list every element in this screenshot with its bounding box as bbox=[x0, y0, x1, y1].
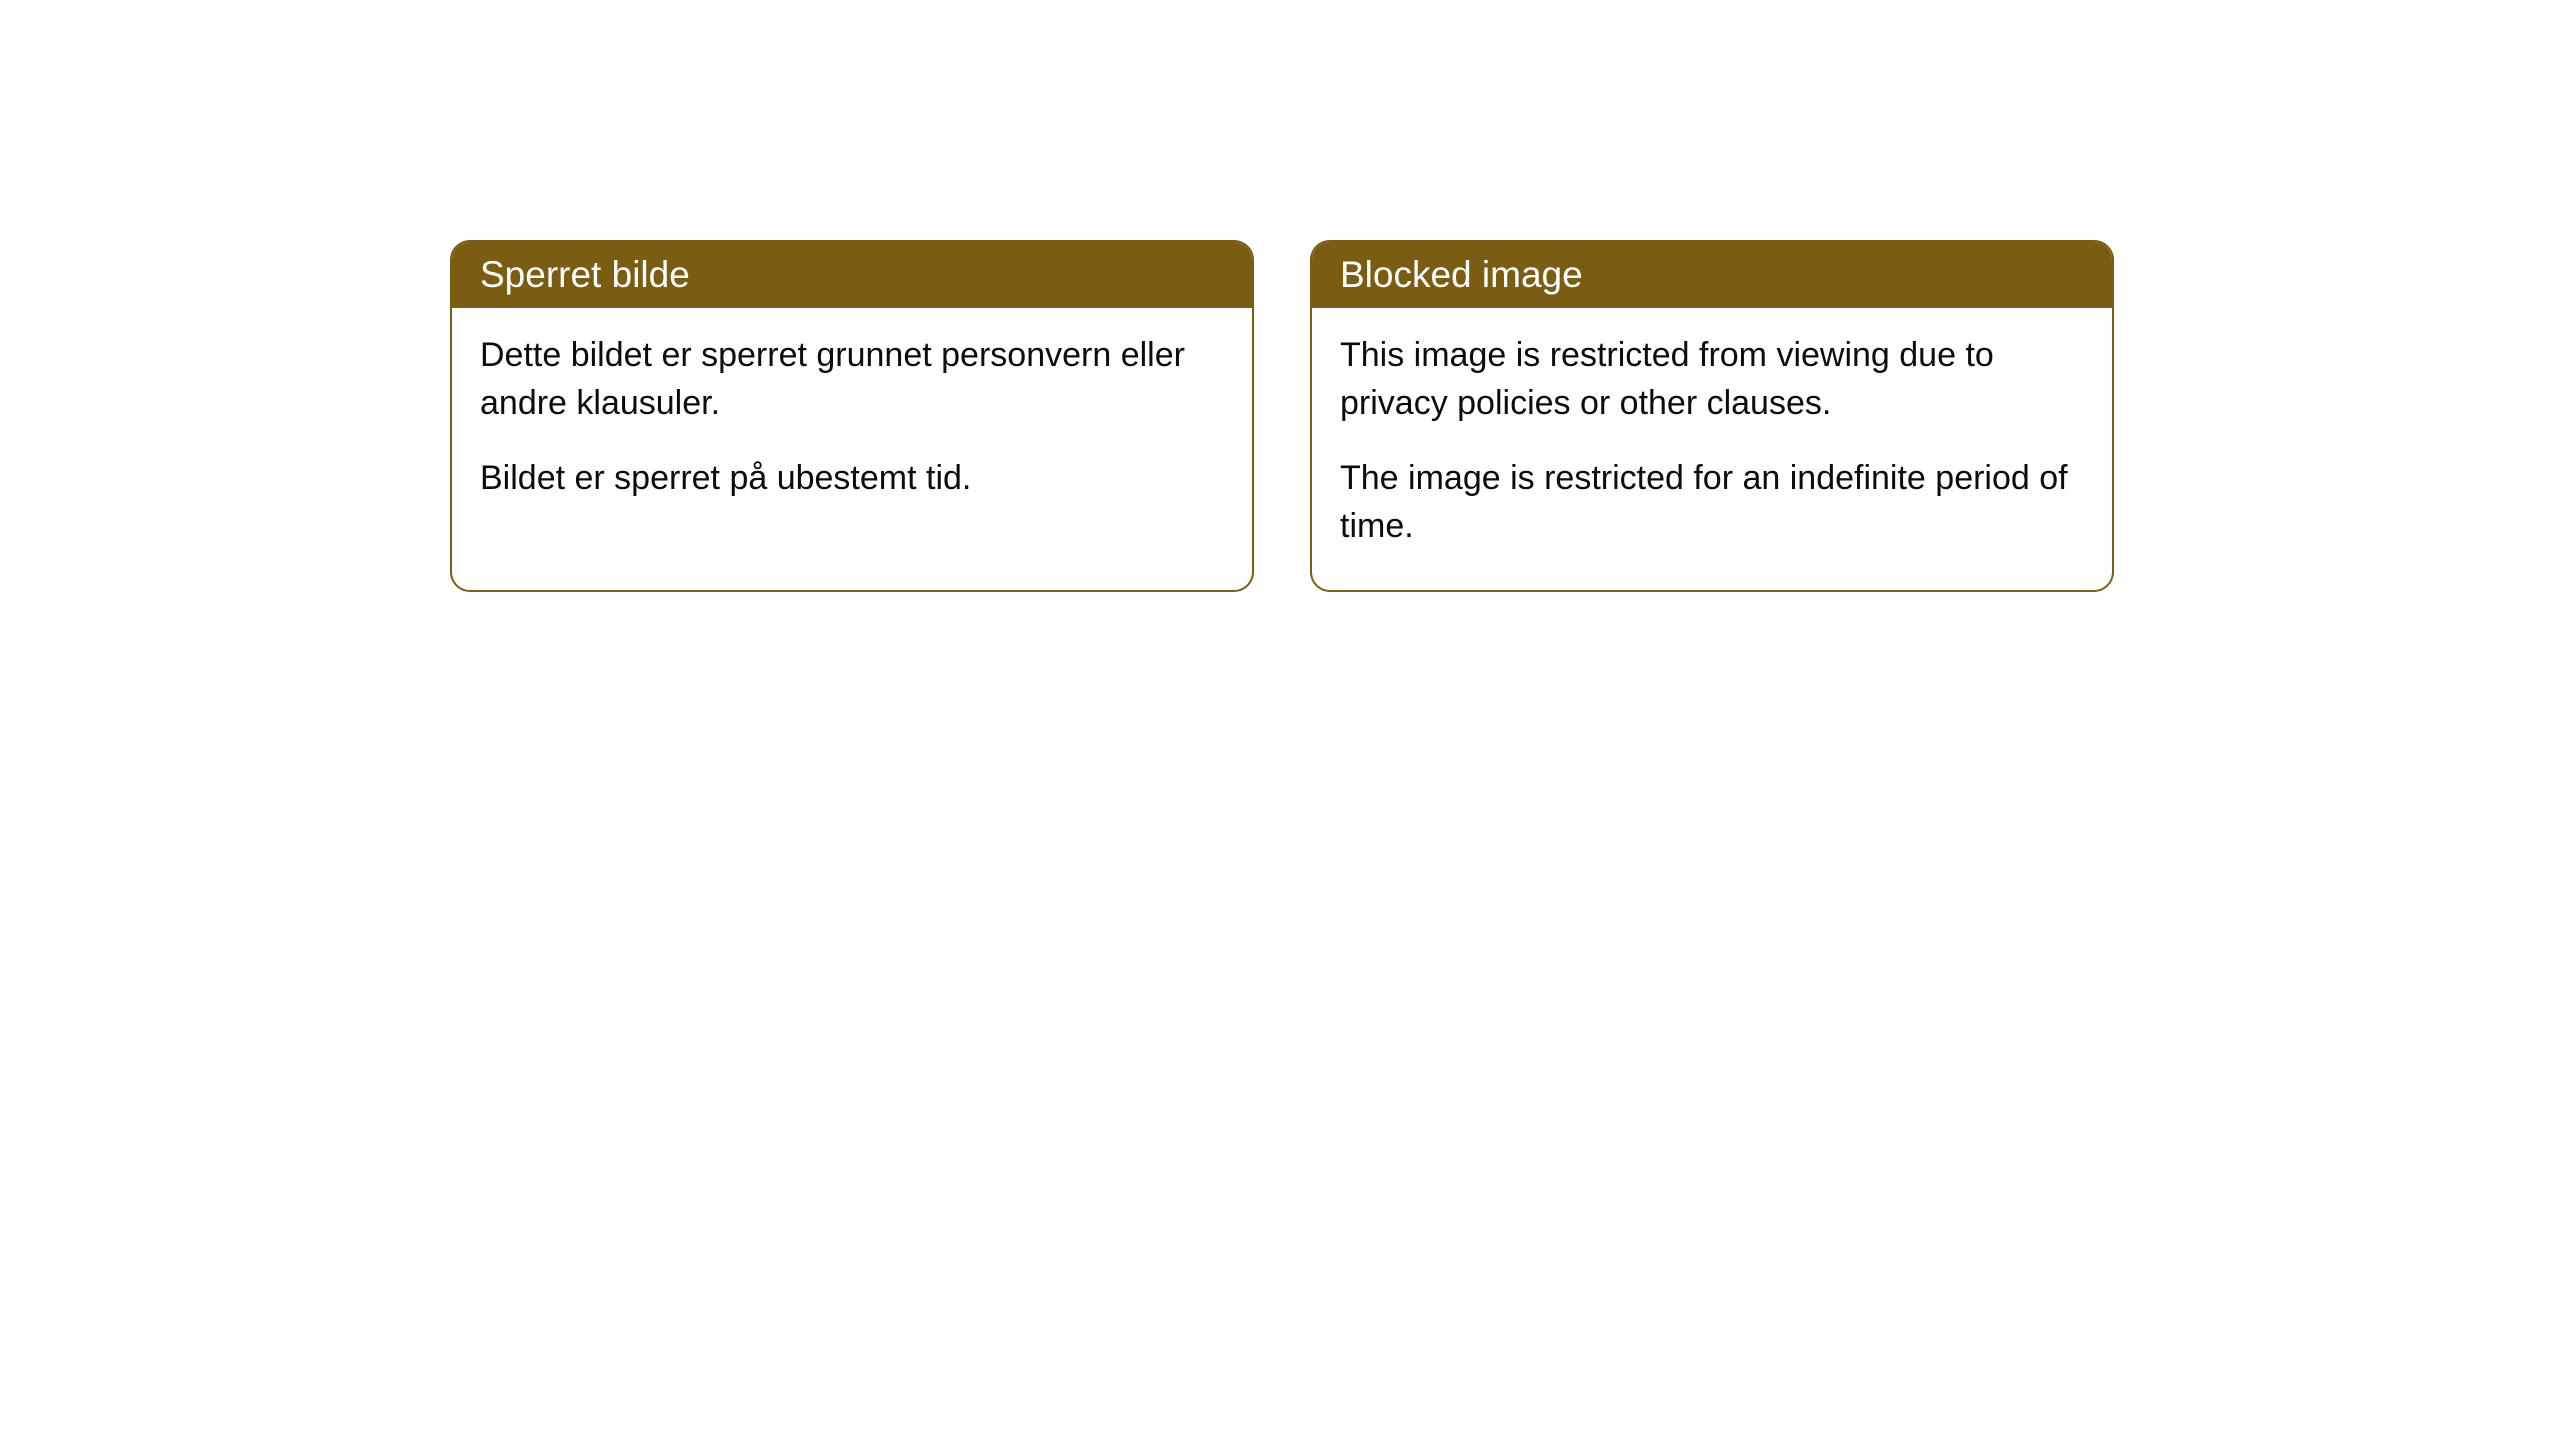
card-paragraph: The image is restricted for an indefinit… bbox=[1340, 455, 2084, 550]
card-paragraph: This image is restricted from viewing du… bbox=[1340, 332, 2084, 427]
card-title: Blocked image bbox=[1340, 254, 1583, 295]
blocked-image-card-english: Blocked image This image is restricted f… bbox=[1310, 240, 2114, 592]
card-header-norwegian: Sperret bilde bbox=[452, 242, 1252, 308]
card-body-norwegian: Dette bildet er sperret grunnet personve… bbox=[452, 308, 1252, 543]
card-title: Sperret bilde bbox=[480, 254, 690, 295]
blocked-image-card-norwegian: Sperret bilde Dette bildet er sperret gr… bbox=[450, 240, 1254, 592]
notice-cards-container: Sperret bilde Dette bildet er sperret gr… bbox=[0, 0, 2560, 592]
card-paragraph: Bildet er sperret på ubestemt tid. bbox=[480, 455, 1224, 503]
card-header-english: Blocked image bbox=[1312, 242, 2112, 308]
card-paragraph: Dette bildet er sperret grunnet personve… bbox=[480, 332, 1224, 427]
card-body-english: This image is restricted from viewing du… bbox=[1312, 308, 2112, 590]
